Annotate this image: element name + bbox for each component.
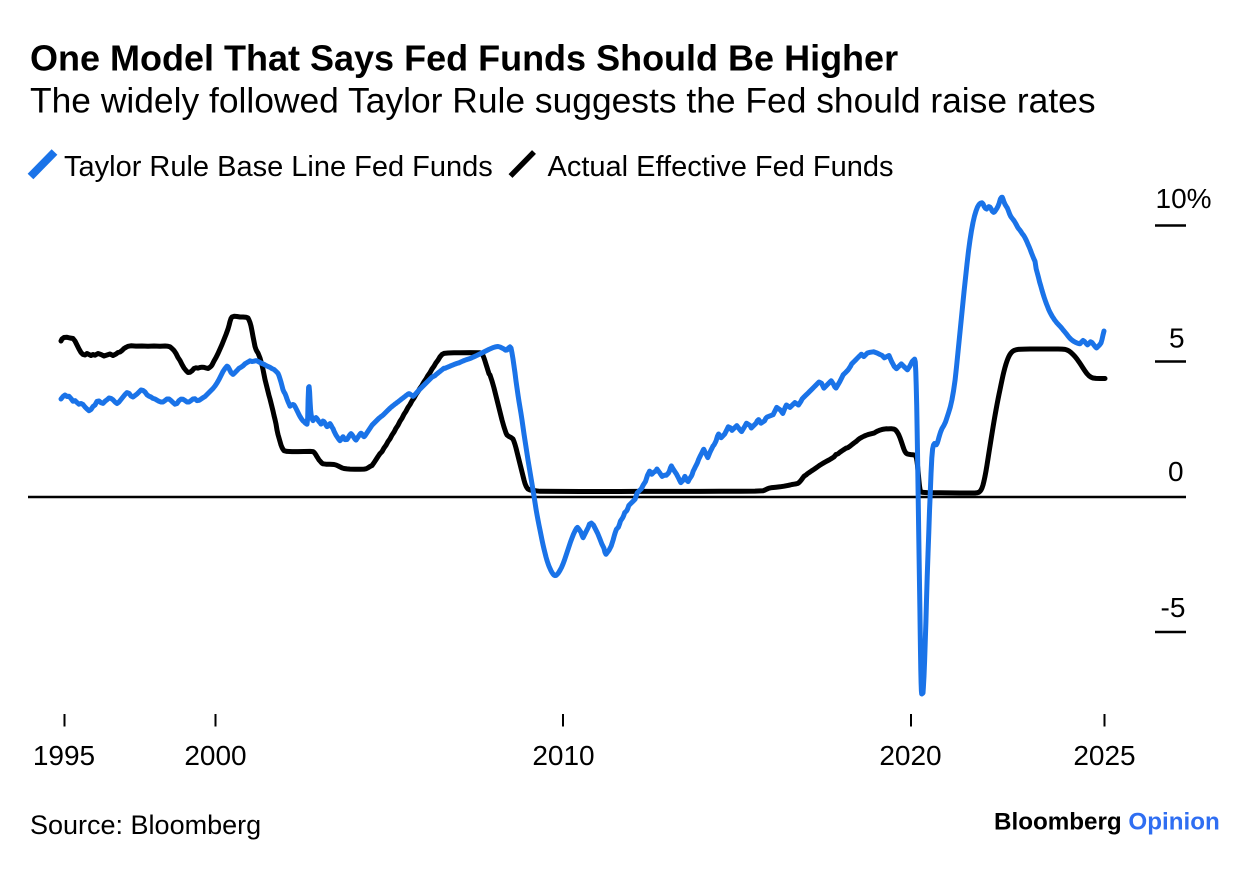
- svg-text:Source: Bloomberg: Source: Bloomberg: [30, 810, 261, 840]
- svg-text:Actual Effective Fed Funds: Actual Effective Fed Funds: [548, 151, 894, 183]
- svg-text:Taylor Rule Base Line Fed Fund: Taylor Rule Base Line Fed Funds: [64, 151, 493, 183]
- svg-text:2020: 2020: [879, 740, 941, 771]
- svg-text:2025: 2025: [1073, 740, 1135, 771]
- svg-text:0: 0: [1168, 456, 1184, 487]
- svg-text:The widely followed Taylor Rul: The widely followed Taylor Rule suggests…: [30, 81, 1096, 121]
- svg-text:Bloomberg Opinion: Bloomberg Opinion: [994, 809, 1220, 836]
- svg-text:2000: 2000: [184, 740, 246, 771]
- svg-text:One Model That Says Fed Funds: One Model That Says Fed Funds Should Be …: [30, 38, 898, 79]
- svg-text:5: 5: [1169, 323, 1185, 354]
- svg-text:1995: 1995: [33, 740, 95, 771]
- svg-text:10%: 10%: [1156, 183, 1212, 214]
- svg-text:-5: -5: [1161, 592, 1186, 623]
- svg-text:2010: 2010: [532, 740, 594, 771]
